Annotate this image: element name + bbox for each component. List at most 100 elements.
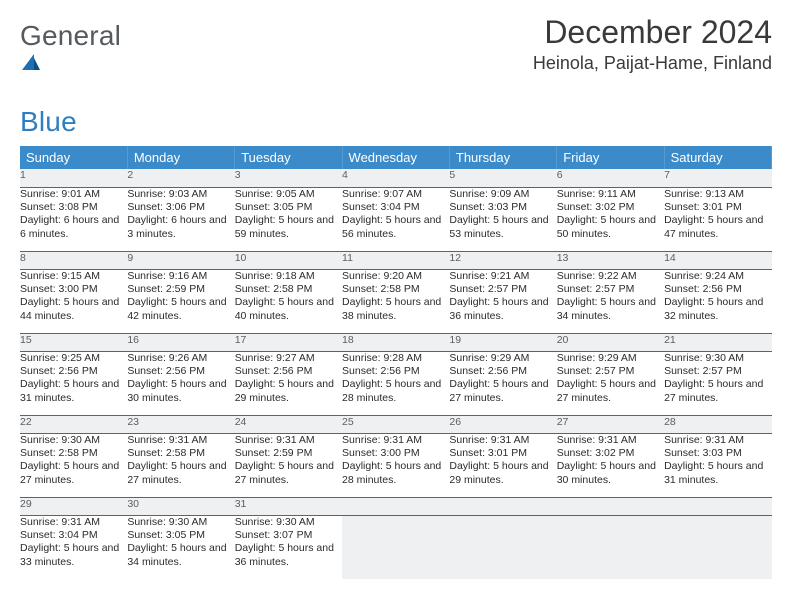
sunrise-text: Sunrise: 9:31 AM xyxy=(235,434,342,447)
day-cell: Sunrise: 9:05 AMSunset: 3:05 PMDaylight:… xyxy=(235,187,342,251)
day-cell xyxy=(342,515,449,579)
logo-text: General Blue xyxy=(20,20,121,138)
day-number: 7 xyxy=(664,169,771,187)
sunset-text: Sunset: 3:07 PM xyxy=(235,529,342,542)
day-number: 13 xyxy=(557,251,664,269)
daynum-row: 22232425262728 xyxy=(20,415,772,433)
daylight-text: Daylight: 5 hours and 27 minutes. xyxy=(235,460,342,487)
day-number: 1 xyxy=(20,169,127,187)
day-number xyxy=(342,497,449,515)
day-cell: Sunrise: 9:30 AMSunset: 2:58 PMDaylight:… xyxy=(20,433,127,497)
day-number: 6 xyxy=(557,169,664,187)
daylight-text: Daylight: 5 hours and 32 minutes. xyxy=(664,296,771,323)
day-number: 2 xyxy=(127,169,234,187)
day-content-row: Sunrise: 9:01 AMSunset: 3:08 PMDaylight:… xyxy=(20,187,772,251)
daynum-row: 891011121314 xyxy=(20,251,772,269)
daynum-row: 1234567 xyxy=(20,169,772,187)
day-number: 3 xyxy=(235,169,342,187)
day-cell: Sunrise: 9:30 AMSunset: 3:05 PMDaylight:… xyxy=(127,515,234,579)
daylight-text: Daylight: 5 hours and 36 minutes. xyxy=(449,296,556,323)
sunrise-text: Sunrise: 9:05 AM xyxy=(235,188,342,201)
logo-word-b: Blue xyxy=(20,106,77,137)
sunrise-text: Sunrise: 9:31 AM xyxy=(127,434,234,447)
daylight-text: Daylight: 5 hours and 47 minutes. xyxy=(664,214,771,241)
sunset-text: Sunset: 3:04 PM xyxy=(20,529,127,542)
day-cell: Sunrise: 9:18 AMSunset: 2:58 PMDaylight:… xyxy=(235,269,342,333)
day-cell: Sunrise: 9:31 AMSunset: 3:00 PMDaylight:… xyxy=(342,433,449,497)
daylight-text: Daylight: 5 hours and 59 minutes. xyxy=(235,214,342,241)
sunset-text: Sunset: 2:57 PM xyxy=(557,283,664,296)
day-content-row: Sunrise: 9:15 AMSunset: 3:00 PMDaylight:… xyxy=(20,269,772,333)
day-number: 10 xyxy=(235,251,342,269)
day-number: 5 xyxy=(449,169,556,187)
daylight-text: Daylight: 5 hours and 31 minutes. xyxy=(20,378,127,405)
day-number: 15 xyxy=(20,333,127,351)
sunset-text: Sunset: 2:58 PM xyxy=(342,283,449,296)
day-number: 31 xyxy=(235,497,342,515)
day-number: 27 xyxy=(557,415,664,433)
day-cell: Sunrise: 9:03 AMSunset: 3:06 PMDaylight:… xyxy=(127,187,234,251)
sunset-text: Sunset: 2:56 PM xyxy=(664,283,771,296)
day-cell: Sunrise: 9:31 AMSunset: 3:02 PMDaylight:… xyxy=(557,433,664,497)
day-cell: Sunrise: 9:07 AMSunset: 3:04 PMDaylight:… xyxy=(342,187,449,251)
day-number: 24 xyxy=(235,415,342,433)
sunset-text: Sunset: 2:57 PM xyxy=(557,365,664,378)
calendar-table: Sunday Monday Tuesday Wednesday Thursday… xyxy=(20,146,772,579)
daylight-text: Daylight: 5 hours and 38 minutes. xyxy=(342,296,449,323)
logo-word-a: General xyxy=(20,20,121,51)
day-number: 11 xyxy=(342,251,449,269)
sunset-text: Sunset: 3:04 PM xyxy=(342,201,449,214)
day-cell: Sunrise: 9:01 AMSunset: 3:08 PMDaylight:… xyxy=(20,187,127,251)
sunset-text: Sunset: 2:57 PM xyxy=(449,283,556,296)
sunrise-text: Sunrise: 9:29 AM xyxy=(449,352,556,365)
sunrise-text: Sunrise: 9:31 AM xyxy=(664,434,771,447)
day-number: 14 xyxy=(664,251,771,269)
sunrise-text: Sunrise: 9:24 AM xyxy=(664,270,771,283)
weekday-header: Monday xyxy=(127,146,234,169)
daylight-text: Daylight: 5 hours and 53 minutes. xyxy=(449,214,556,241)
day-number: 12 xyxy=(449,251,556,269)
weekday-header-row: Sunday Monday Tuesday Wednesday Thursday… xyxy=(20,146,772,169)
sunrise-text: Sunrise: 9:30 AM xyxy=(20,434,127,447)
day-cell: Sunrise: 9:09 AMSunset: 3:03 PMDaylight:… xyxy=(449,187,556,251)
sunset-text: Sunset: 2:56 PM xyxy=(235,365,342,378)
daylight-text: Daylight: 5 hours and 27 minutes. xyxy=(449,378,556,405)
sunrise-text: Sunrise: 9:31 AM xyxy=(449,434,556,447)
sunset-text: Sunset: 2:56 PM xyxy=(127,365,234,378)
sunset-text: Sunset: 2:59 PM xyxy=(235,447,342,460)
sunset-text: Sunset: 2:56 PM xyxy=(20,365,127,378)
day-number: 30 xyxy=(127,497,234,515)
day-cell: Sunrise: 9:31 AMSunset: 3:04 PMDaylight:… xyxy=(20,515,127,579)
daylight-text: Daylight: 6 hours and 6 minutes. xyxy=(20,214,127,241)
daylight-text: Daylight: 5 hours and 30 minutes. xyxy=(557,460,664,487)
header: GeneralBlue December 2024 Heinola, Paija… xyxy=(20,14,772,138)
sunrise-text: Sunrise: 9:20 AM xyxy=(342,270,449,283)
sunrise-text: Sunrise: 9:15 AM xyxy=(20,270,127,283)
sunrise-text: Sunrise: 9:07 AM xyxy=(342,188,449,201)
day-cell: Sunrise: 9:25 AMSunset: 2:56 PMDaylight:… xyxy=(20,351,127,415)
daylight-text: Daylight: 5 hours and 28 minutes. xyxy=(342,378,449,405)
daylight-text: Daylight: 5 hours and 29 minutes. xyxy=(235,378,342,405)
day-cell: Sunrise: 9:11 AMSunset: 3:02 PMDaylight:… xyxy=(557,187,664,251)
day-cell: Sunrise: 9:31 AMSunset: 2:58 PMDaylight:… xyxy=(127,433,234,497)
day-cell: Sunrise: 9:31 AMSunset: 2:59 PMDaylight:… xyxy=(235,433,342,497)
month-title: December 2024 xyxy=(533,14,772,51)
daylight-text: Daylight: 5 hours and 27 minutes. xyxy=(127,460,234,487)
sunrise-text: Sunrise: 9:31 AM xyxy=(342,434,449,447)
day-cell: Sunrise: 9:21 AMSunset: 2:57 PMDaylight:… xyxy=(449,269,556,333)
sunset-text: Sunset: 3:02 PM xyxy=(557,201,664,214)
day-number: 25 xyxy=(342,415,449,433)
day-content-row: Sunrise: 9:30 AMSunset: 2:58 PMDaylight:… xyxy=(20,433,772,497)
sunrise-text: Sunrise: 9:22 AM xyxy=(557,270,664,283)
day-number: 9 xyxy=(127,251,234,269)
sunrise-text: Sunrise: 9:30 AM xyxy=(235,516,342,529)
day-cell xyxy=(449,515,556,579)
day-cell: Sunrise: 9:29 AMSunset: 2:56 PMDaylight:… xyxy=(449,351,556,415)
day-number xyxy=(557,497,664,515)
sunrise-text: Sunrise: 9:31 AM xyxy=(20,516,127,529)
day-cell: Sunrise: 9:29 AMSunset: 2:57 PMDaylight:… xyxy=(557,351,664,415)
day-number: 18 xyxy=(342,333,449,351)
logo: General Blue xyxy=(20,14,121,138)
day-cell: Sunrise: 9:20 AMSunset: 2:58 PMDaylight:… xyxy=(342,269,449,333)
daylight-text: Daylight: 5 hours and 40 minutes. xyxy=(235,296,342,323)
